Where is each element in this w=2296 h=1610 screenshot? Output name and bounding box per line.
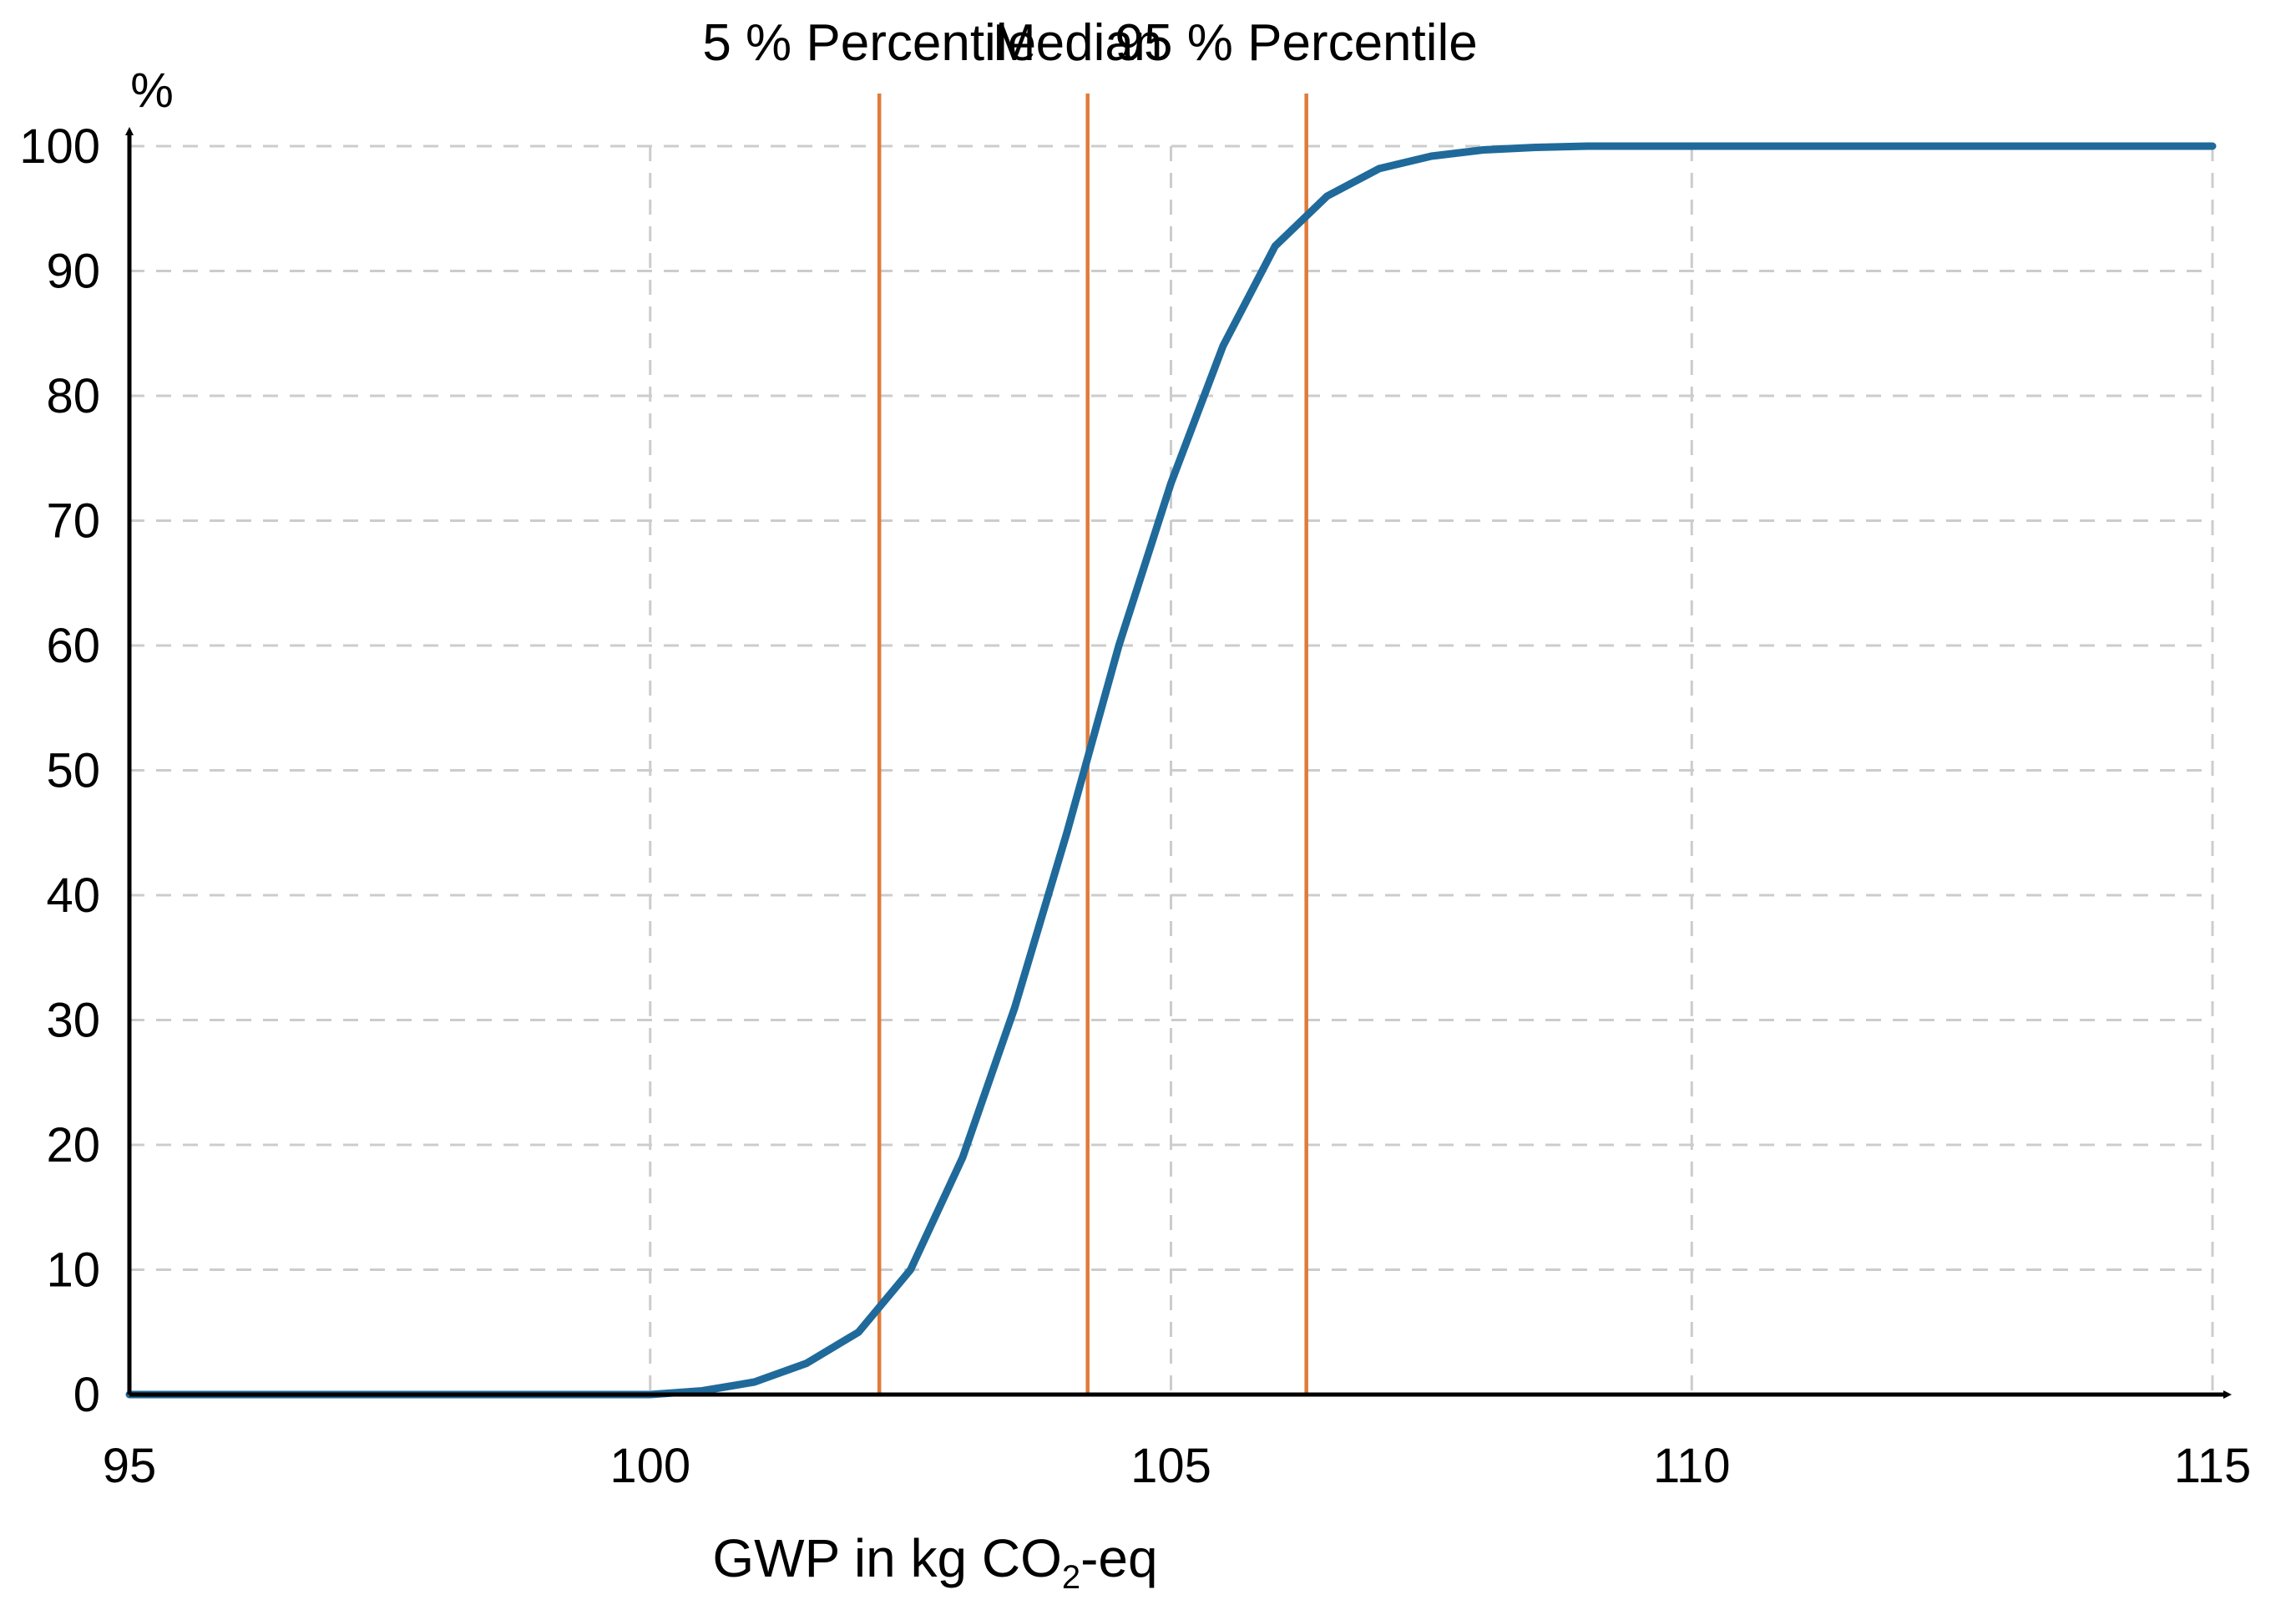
y-tick-label-0: 0	[73, 1368, 100, 1422]
marker-label-95-percentile: 95 % Percentile	[1115, 14, 1478, 72]
y-tick-label-30: 30	[46, 994, 100, 1048]
x-tick-label-115: 115	[2174, 1439, 2251, 1493]
x-tick-label-95: 95	[103, 1439, 157, 1493]
axes	[125, 127, 2232, 1399]
x-tick-label-100: 100	[609, 1439, 690, 1493]
y-tick-label-10: 10	[46, 1243, 100, 1298]
y-tick-label-70: 70	[46, 494, 100, 549]
y-tick-label-100: 100	[19, 119, 100, 174]
marker-label-5-percentile: 5 % Percentile	[702, 14, 1036, 72]
y-tick-label-40: 40	[46, 868, 100, 923]
y-tick-label-50: 50	[46, 744, 100, 798]
grid-layer	[129, 144, 2214, 1395]
series-line	[125, 142, 2217, 1399]
series-layer	[125, 142, 2217, 1399]
x-axis-label: GWP in kg CO2-eq	[712, 1528, 1157, 1596]
y-tick-label-80: 80	[46, 369, 100, 423]
y-tick-label-60: 60	[46, 619, 100, 673]
y-axis-label: %	[130, 63, 174, 118]
y-tick-label-20: 20	[46, 1118, 100, 1172]
marker-label-median: Median	[993, 14, 1162, 72]
x-tick-label-110: 110	[1653, 1439, 1730, 1493]
y-tick-label-90: 90	[46, 245, 100, 299]
x-tick-label-105: 105	[1130, 1439, 1211, 1493]
